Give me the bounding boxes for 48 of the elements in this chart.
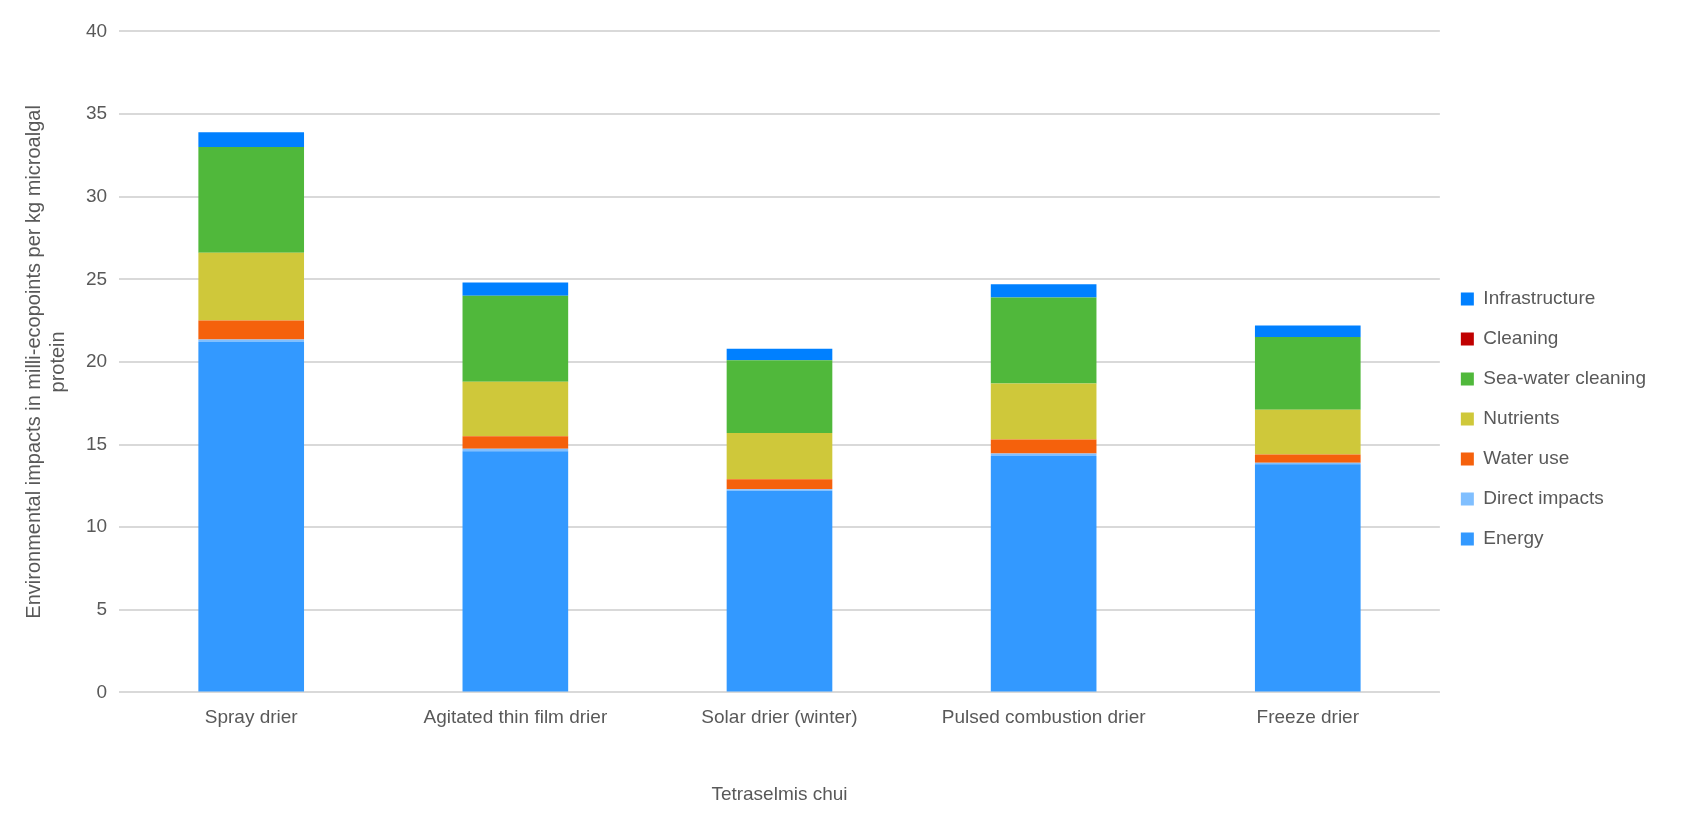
y-tick-label: 5: [96, 598, 108, 620]
x-tick-label: Pulsed combustion drier: [941, 706, 1147, 728]
x-tick-label: Spray drier: [204, 706, 299, 728]
bar: [198, 252, 305, 321]
bar: [462, 381, 569, 437]
bar: [1254, 325, 1361, 338]
y-tick-label: 25: [85, 267, 108, 289]
bar: [1254, 464, 1361, 692]
y-tick-label: 20: [85, 350, 108, 372]
legend-label: Sea-water cleaning: [1483, 367, 1647, 389]
legend-label: Infrastructure: [1483, 287, 1596, 309]
x-tick-label: Freeze drier: [1256, 706, 1360, 728]
legend-label: Cleaning: [1483, 327, 1559, 349]
bar: [726, 432, 833, 480]
bar: [990, 284, 1097, 298]
bar: [990, 383, 1097, 440]
y-tick-label: 10: [85, 515, 108, 537]
x-axis-title: Tetraselmis chui: [711, 782, 848, 804]
bar: [1254, 454, 1361, 463]
y-axis-title: Environmental impacts in milli-ecopoints per kg microalgal protein: [21, 105, 68, 619]
bar: [198, 132, 305, 148]
bar: [726, 348, 833, 361]
bar: [462, 451, 569, 692]
legend-label: Nutrients: [1483, 407, 1560, 429]
x-tick-label: Solar drier (winter): [701, 706, 858, 728]
y-tick-label: 35: [85, 102, 108, 124]
bar: [462, 282, 569, 296]
y-tick-label: 0: [96, 680, 108, 702]
bar: [726, 490, 833, 692]
bar: [462, 295, 569, 382]
bar: [462, 436, 569, 449]
y-tick-label: 30: [85, 184, 108, 206]
bar: [198, 320, 305, 340]
bar: [198, 342, 305, 692]
legend-label: Energy: [1483, 527, 1545, 549]
x-tick-label: Agitated thin film drier: [423, 706, 608, 728]
legend-label: Water use: [1483, 447, 1570, 469]
bar: [990, 456, 1097, 692]
legend-label: Direct impacts: [1483, 487, 1604, 509]
bar: [990, 297, 1097, 384]
bar: [990, 439, 1097, 454]
bar: [1254, 337, 1361, 410]
bar: [1254, 409, 1361, 455]
y-tick-label: 40: [85, 19, 108, 41]
y-tick-label: 15: [85, 432, 108, 454]
bar: [198, 147, 305, 253]
bar: [726, 479, 833, 490]
bar: [726, 360, 833, 433]
